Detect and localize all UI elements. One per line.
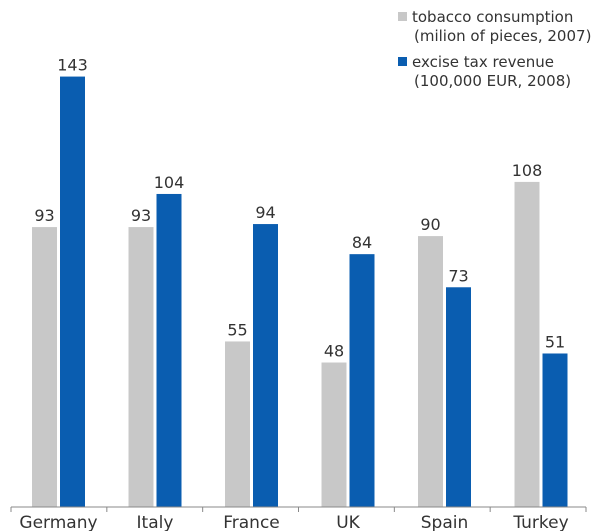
data-label-uk-tobacco: 48: [324, 342, 344, 361]
data-label-italy-excise: 104: [154, 173, 185, 192]
legend-swatch-excise: [398, 57, 407, 66]
category-label-germany: Germany: [19, 513, 97, 531]
bar-italy-excise: [156, 193, 182, 507]
bar-turkey-tobacco: [514, 181, 540, 508]
data-label-germany-tobacco: 93: [34, 206, 54, 225]
data-label-uk-excise: 84: [352, 233, 372, 252]
legend: tobacco consumption (milion of pieces, 2…: [398, 8, 591, 98]
bar-spain-tobacco: [418, 236, 443, 507]
legend-item-excise: excise tax revenue (100,000 EUR, 2008): [398, 53, 591, 91]
bar-uk-excise: [349, 254, 375, 507]
bar-france-excise: [253, 224, 278, 507]
legend-label-excise: excise tax revenue: [412, 53, 554, 71]
data-label-italy-tobacco: 93: [131, 206, 151, 225]
category-label-italy: Italy: [137, 513, 174, 531]
bar-italy-tobacco: [128, 227, 154, 507]
bar-germany-tobacco: [32, 227, 57, 507]
legend-swatch-tobacco: [398, 12, 407, 21]
bar-france-tobacco: [225, 341, 250, 507]
bar-turkey-excise: [542, 353, 568, 507]
bar-germany-excise: [60, 76, 85, 507]
legend-detail-tobacco: (milion of pieces, 2007): [414, 27, 592, 45]
category-label-uk: UK: [336, 513, 360, 531]
category-label-turkey: Turkey: [512, 513, 568, 531]
data-label-spain-excise: 73: [448, 266, 468, 285]
legend-label-tobacco: tobacco consumption: [412, 8, 574, 26]
bar-uk-tobacco: [321, 362, 347, 507]
bar-spain-excise: [446, 287, 471, 507]
data-label-france-excise: 94: [255, 203, 275, 222]
category-label-france: France: [223, 513, 280, 531]
legend-detail-excise: (100,000 EUR, 2008): [414, 72, 572, 90]
data-label-germany-excise: 143: [57, 56, 88, 75]
data-label-spain-tobacco: 90: [420, 215, 440, 234]
legend-item-tobacco: tobacco consumption (milion of pieces, 2…: [398, 8, 591, 46]
data-label-turkey-excise: 51: [545, 332, 565, 351]
data-label-france-tobacco: 55: [227, 320, 247, 339]
category-label-spain: Spain: [421, 513, 469, 531]
data-label-turkey-tobacco: 108: [512, 161, 543, 180]
